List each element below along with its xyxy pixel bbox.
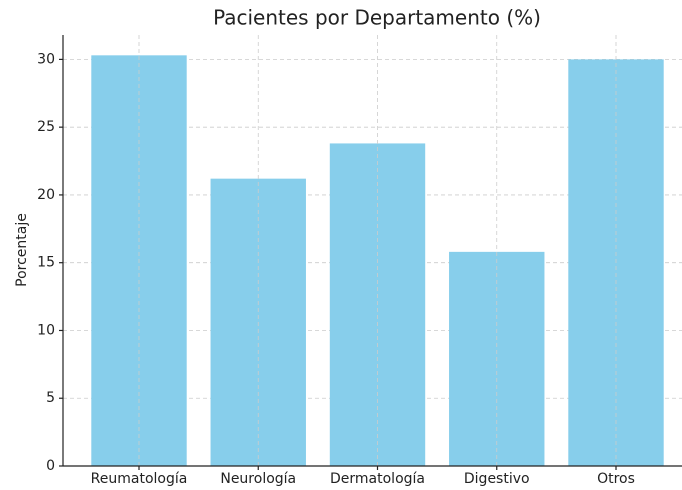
chart-title: Pacientes por Departamento (%) <box>213 6 541 30</box>
y-tick-label: 5 <box>46 390 55 406</box>
x-tick-label: Reumatología <box>91 471 188 487</box>
y-tick-label: 0 <box>46 458 55 474</box>
x-tick-label: Digestivo <box>464 471 530 487</box>
x-tick-label: Otros <box>597 471 635 487</box>
y-tick-label: 15 <box>37 255 55 271</box>
y-tick-label: 20 <box>37 187 55 203</box>
y-tick-label: 25 <box>37 119 55 135</box>
x-tick-label: Neurología <box>220 471 296 487</box>
y-tick-label: 30 <box>37 51 55 67</box>
y-tick-label: 10 <box>37 322 55 338</box>
y-axis-label: Porcentaje <box>14 213 30 287</box>
x-tick-label: Dermatología <box>330 471 425 487</box>
